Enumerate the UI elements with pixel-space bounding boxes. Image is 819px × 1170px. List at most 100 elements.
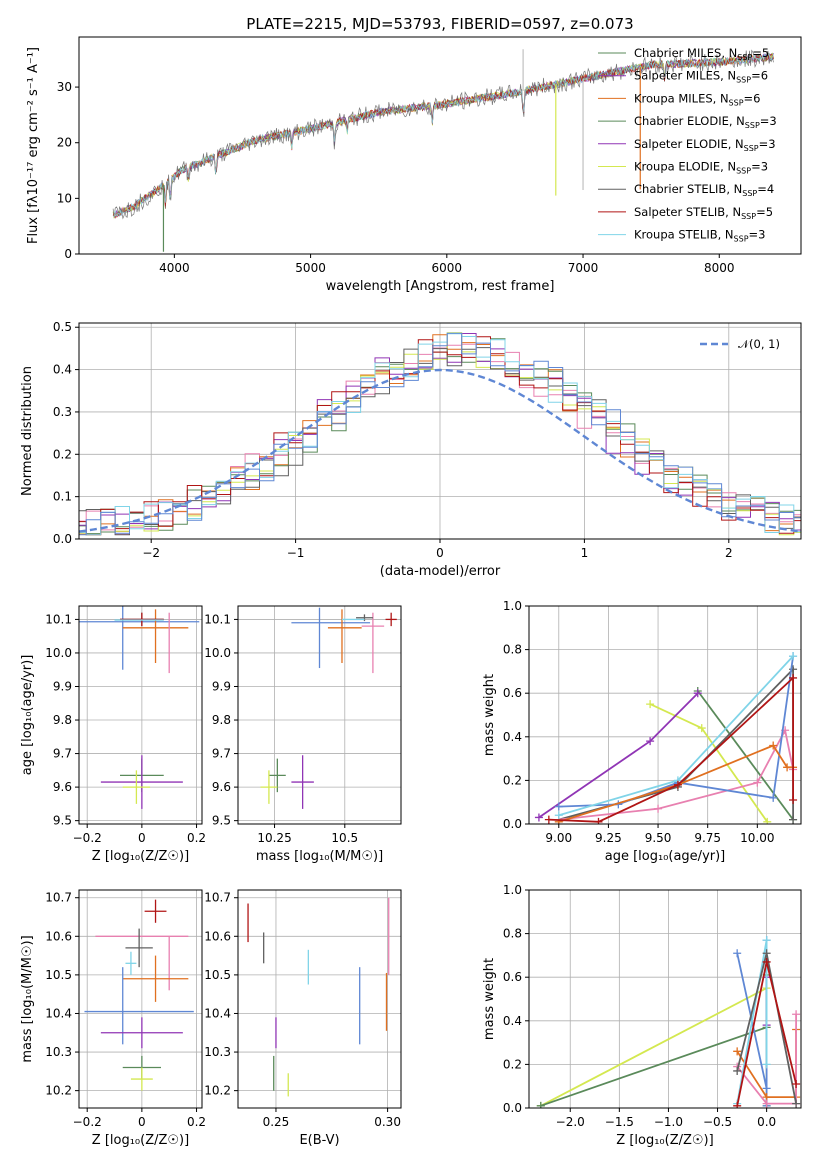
legend-count: =6 [744, 91, 761, 105]
y-tick-label: 10.1 [45, 612, 72, 626]
legend: Chabrier MILES, NSSP=5 Salpeter MILES, NS… [598, 46, 777, 244]
y-tick-label: 10.7 [45, 891, 72, 905]
legend-count: =3 [759, 137, 776, 151]
y-tick-label: 0.1 [53, 490, 72, 504]
x-tick-label: −2.0 [556, 1115, 585, 1129]
y-tick-label: 0.6 [503, 970, 522, 984]
x-tick-label: 0.25 [263, 1115, 290, 1129]
y-tick-label: 9.6 [53, 780, 72, 794]
y-tick-label: 9.7 [53, 747, 72, 761]
legend-name: Chabrier STELIB, N [634, 182, 742, 196]
y-axis-label: mass [log₁₀(M/M☉)] [20, 935, 35, 1062]
panel-weights-vs-Z: −2.0 −1.5 −1.0 −0.5 0.0 0.0 0.2 0.4 0.6 0.8 1.0 Z [… [482, 883, 802, 1148]
y-tick-label: 0.4 [53, 363, 72, 377]
weight-marker [762, 949, 771, 958]
legend-name: Kroupa MILES, N [634, 91, 729, 105]
weight-marker [789, 652, 798, 661]
y-tick-label: 10 [57, 191, 72, 205]
legend-entry: Salpeter MILES, NSSP=6 [634, 69, 768, 85]
weight-marker [654, 804, 663, 813]
plot-area [247, 897, 390, 1097]
weight-marker [534, 813, 543, 822]
y-tick-label: 0 [64, 247, 72, 261]
legend-subscript: SSP [741, 212, 756, 221]
panel-residuals: −2 −1 0 1 2 0.0 0.1 0.2 0.3 0.4 0.5 (data-model)/er… [20, 320, 802, 579]
plot-area [79, 332, 801, 536]
y-tick-label: 10.3 [45, 1045, 72, 1059]
x-axis-label: age [log₁₀(age/yr)] [605, 849, 726, 864]
weight-marker [762, 1099, 771, 1108]
x-tick-label: 6000 [432, 261, 463, 275]
x-axis-label: wavelength [Angstrom, rest frame] [326, 279, 555, 294]
axes-frame [78, 605, 203, 825]
axes-frame [237, 605, 402, 825]
legend-entry: Kroupa ELODIE, NSSP=3 [634, 160, 768, 176]
weight-line [558, 666, 794, 821]
x-tick-label: 10.00 [740, 831, 774, 845]
weight-line [540, 986, 768, 1107]
y-tick-label: 10.3 [204, 1045, 231, 1059]
x-tick-label: −0.2 [73, 831, 102, 845]
legend-entry: Chabrier STELIB, NSSP=4 [634, 182, 774, 198]
x-tick-label: −1.5 [605, 1115, 634, 1129]
y-tick-label: 0.5 [53, 320, 72, 334]
weight-marker [594, 817, 603, 824]
legend-count: =4 [757, 182, 774, 196]
x-tick-label: 0 [138, 1115, 146, 1129]
weight-line [736, 1014, 797, 1105]
y-tick-label: 10.1 [204, 612, 231, 626]
y-tick-label: 9.6 [212, 780, 231, 794]
legend-subscript: SSP [742, 189, 757, 198]
histogram-step [79, 336, 801, 536]
y-tick-label: 0.4 [503, 1014, 522, 1028]
weight-marker [792, 1010, 801, 1019]
x-axis-label: Z [log₁₀(Z/Z☉)] [616, 1133, 713, 1148]
weight-marker [544, 815, 553, 824]
weight-marker [733, 1047, 742, 1056]
y-tick-label: 0.8 [503, 927, 522, 941]
legend-entry: Salpeter ELODIE, NSSP=3 [634, 137, 776, 153]
legend-count: =3 [760, 114, 777, 128]
legend-name: Chabrier ELODIE, N [634, 114, 745, 128]
y-axis-label: Flux [fλ10⁻¹⁷ erg cm⁻² s⁻¹ A⁻¹] [26, 47, 41, 244]
weight-marker [762, 957, 771, 966]
plot-area [112, 49, 774, 252]
x-tick-label: 9.00 [545, 831, 572, 845]
legend-name: Salpeter ELODIE, N [634, 137, 744, 151]
y-tick-label: 20 [57, 136, 72, 150]
y-tick-label: 9.9 [212, 679, 231, 693]
legend-subscript: SSP [737, 53, 752, 62]
y-tick-label: 1.0 [503, 599, 522, 613]
legend-entry: Chabrier ELODIE, NSSP=3 [634, 114, 777, 130]
histogram-step [79, 333, 801, 536]
x-tick-label: 0 [138, 831, 146, 845]
weight-marker [693, 689, 702, 698]
weight-line [558, 727, 794, 821]
y-tick-label: 0.2 [503, 773, 522, 787]
grid-lines [79, 606, 202, 824]
weight-marker [697, 724, 706, 733]
axes-frame [78, 322, 802, 540]
legend-name: Salpeter STELIB, N [634, 205, 741, 219]
legend-subscript: SSP [736, 167, 751, 176]
weight-marker [554, 811, 563, 820]
weight-marker [733, 1101, 742, 1108]
x-tick-label: 0.0 [757, 1115, 776, 1129]
y-tick-label: 10.0 [204, 646, 231, 660]
panel-age-vs-mass: 10.25 10.5 9.5 9.6 9.7 9.8 9.9 10.0 10.1 mass [lo… [204, 605, 402, 864]
plot-area [79, 606, 200, 809]
x-tick-label: 10.25 [257, 831, 291, 845]
y-axis-label: Normed distribution [20, 366, 35, 496]
y-tick-label: 9.7 [212, 747, 231, 761]
y-tick-label: 10.5 [204, 968, 231, 982]
weight-marker [646, 737, 655, 746]
legend-count: =3 [749, 228, 766, 242]
y-tick-label: 10.4 [204, 1006, 231, 1020]
grid-lines [529, 889, 801, 1109]
weight-marker [769, 793, 778, 802]
x-tick-label: 1 [581, 546, 589, 560]
y-tick-label: 9.5 [212, 814, 231, 828]
plot-area [534, 652, 798, 824]
legend-entry: Chabrier MILES, NSSP=5 [634, 46, 769, 62]
legend-entry: Kroupa STELIB, NSSP=3 [634, 228, 765, 244]
